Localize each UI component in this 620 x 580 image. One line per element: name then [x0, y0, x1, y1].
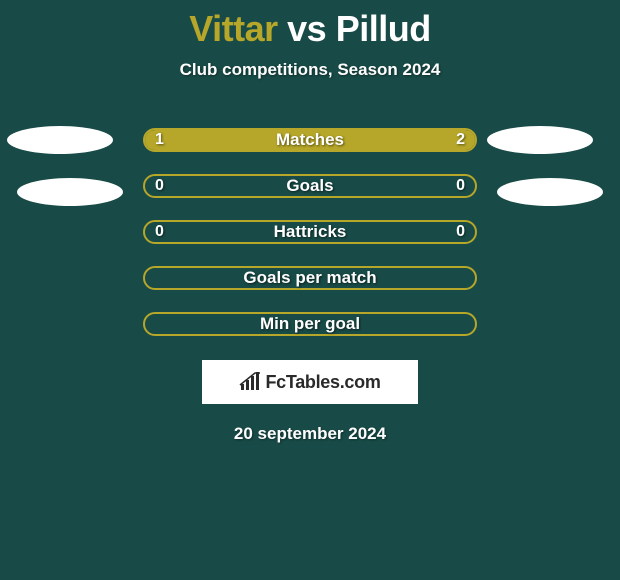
player1-avatar-placeholder: [7, 126, 113, 154]
stat-row: 0 0 Hattricks: [143, 220, 477, 244]
player2-avatar-placeholder: [487, 126, 593, 154]
stat-value-left: 1: [155, 131, 164, 149]
stat-row: Min per goal: [143, 312, 477, 336]
vs-text: vs: [287, 8, 326, 49]
stat-value-right: 0: [456, 177, 465, 195]
stat-label: Goals: [286, 176, 333, 196]
stat-row: 1 2 Matches: [143, 128, 477, 152]
stat-label: Hattricks: [274, 222, 347, 242]
season-subtitle: Club competitions, Season 2024: [0, 60, 620, 80]
player1-shadow-placeholder: [17, 178, 123, 206]
stat-row: Goals per match: [143, 266, 477, 290]
stat-label: Goals per match: [243, 268, 376, 288]
stat-label: Matches: [276, 130, 344, 150]
bar-chart-icon: [239, 372, 261, 392]
stat-label: Min per goal: [260, 314, 360, 334]
date-text: 20 september 2024: [0, 424, 620, 444]
logo-box: FcTables.com: [202, 360, 418, 404]
player1-name: Vittar: [189, 8, 277, 49]
player2-name: Pillud: [336, 8, 431, 49]
stat-value-right: 2: [456, 131, 465, 149]
comparison-title: Vittar vs Pillud: [0, 0, 620, 50]
stat-row: 0 0 Goals: [143, 174, 477, 198]
logo-inner: FcTables.com: [239, 372, 380, 393]
logo-text: FcTables.com: [265, 372, 380, 393]
stat-value-right: 0: [456, 223, 465, 241]
stats-chart: 1 2 Matches 0 0 Goals 0 0 Hattricks Goals per mat…: [0, 128, 620, 358]
player2-shadow-placeholder: [497, 178, 603, 206]
stat-value-left: 0: [155, 223, 164, 241]
stat-value-left: 0: [155, 177, 164, 195]
bars-container: 1 2 Matches 0 0 Goals 0 0 Hattricks Goals per mat…: [143, 128, 477, 358]
